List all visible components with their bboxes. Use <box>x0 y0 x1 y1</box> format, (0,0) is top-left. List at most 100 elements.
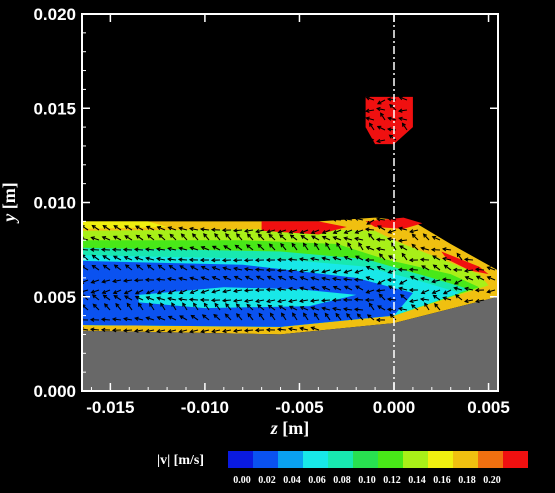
velocity-arrow-head <box>113 225 118 230</box>
velocity-arrow-head <box>353 307 359 312</box>
velocity-arrow-head <box>211 266 217 271</box>
velocity-arrow <box>388 217 397 221</box>
velocity-arrow-head <box>343 236 348 241</box>
velocity-arrow-head <box>178 329 183 334</box>
velocity-arrow <box>168 247 177 251</box>
velocity-arrow <box>411 233 419 241</box>
velocity-arrow-head <box>179 265 184 270</box>
velocity-arrow <box>103 294 111 301</box>
velocity-arrow-head <box>321 269 326 274</box>
velocity-arrow <box>344 256 353 261</box>
velocity-arrow-head <box>453 286 458 291</box>
velocity-arrow <box>236 233 243 241</box>
velocity-arrow <box>399 279 408 285</box>
velocity-arrow-head <box>101 289 107 294</box>
velocity-arrow-head <box>364 227 370 232</box>
velocity-arrow <box>245 229 254 232</box>
velocity-arrow-head <box>200 329 205 334</box>
velocity-arrow-head <box>388 255 393 260</box>
velocity-arrow <box>267 229 276 233</box>
colorbar-swatch <box>303 451 328 468</box>
velocity-arrow <box>277 328 287 331</box>
velocity-arrow <box>193 302 199 311</box>
colorbar-tick-label: 0.06 <box>308 475 326 486</box>
velocity-arrow-head <box>90 279 95 284</box>
colorbar-swatch <box>503 451 528 468</box>
velocity-arrow <box>256 275 265 281</box>
colorbar-swatch <box>478 451 503 468</box>
velocity-arrow-head <box>222 275 228 280</box>
velocity-arrow-head <box>188 297 194 302</box>
velocity-arrow <box>178 258 188 261</box>
velocity-arrow-head <box>279 234 284 239</box>
velocity-arrow <box>257 244 265 251</box>
y-tick-label: 0.015 <box>33 99 76 118</box>
velocity-arrow-head <box>353 277 359 282</box>
velocity-arrow-head <box>378 293 383 298</box>
velocity-arrow <box>366 266 375 271</box>
velocity-arrow <box>257 304 265 311</box>
velocity-arrow <box>443 297 452 301</box>
velocity-arrow-head <box>102 255 107 260</box>
velocity-arrow <box>156 278 166 281</box>
velocity-arrow-head <box>408 287 414 293</box>
velocity-arrow <box>423 233 430 241</box>
velocity-arrow <box>344 269 353 274</box>
velocity-arrow <box>201 329 210 333</box>
velocity-arrow <box>190 246 199 251</box>
velocity-arrow-head <box>156 329 161 334</box>
velocity-arrow-head <box>111 317 117 322</box>
velocity-arrow <box>92 225 100 231</box>
velocity-arrow-head <box>180 233 186 238</box>
time-annotation: t c = 0.0000 [s] <box>108 59 209 82</box>
velocity-arrow <box>135 225 144 231</box>
velocity-arrow-head <box>289 234 295 239</box>
velocity-arrow-head <box>410 304 416 309</box>
velocity-arrow <box>333 229 342 234</box>
velocity-arrow <box>333 269 342 273</box>
velocity-arrow <box>377 139 386 143</box>
velocity-arrow <box>367 314 375 321</box>
velocity-arrow-head <box>300 235 305 239</box>
velocity-arrow <box>123 279 133 282</box>
velocity-arrow-head <box>421 265 426 270</box>
velocity-arrow <box>355 217 364 221</box>
velocity-arrow-head <box>167 290 173 295</box>
velocity-arrow <box>378 293 386 301</box>
velocity-arrow-head <box>182 302 187 307</box>
velocity-arrow-head <box>124 295 129 300</box>
velocity-arrow <box>400 294 408 301</box>
velocity-arrow <box>333 286 342 291</box>
velocity-arrow-head <box>420 290 426 295</box>
velocity-arrow <box>398 109 408 112</box>
velocity-arrow-head <box>115 302 120 308</box>
velocity-arrow-head <box>331 298 337 303</box>
velocity-arrow-head <box>193 302 197 307</box>
velocity-arrow-head <box>123 290 129 295</box>
velocity-arrow-head <box>155 247 161 252</box>
velocity-arrow-head <box>232 328 238 333</box>
velocity-arrow <box>311 269 320 273</box>
velocity-arrow <box>454 287 463 291</box>
velocity-arrow-head <box>256 304 262 309</box>
velocity-arrow-head <box>221 298 227 303</box>
velocity-arrow-head <box>91 294 97 299</box>
velocity-arrow-head <box>343 285 349 290</box>
velocity-arrow <box>389 134 397 141</box>
velocity-arrow <box>433 294 441 301</box>
velocity-arrow-head <box>211 276 217 281</box>
velocity-arrow <box>126 303 133 311</box>
velocity-arrow <box>223 289 232 293</box>
colorbar-swatch <box>428 451 453 468</box>
velocity-arrow-head <box>167 329 172 334</box>
velocity-arrow <box>377 218 386 221</box>
colorbar-tick-label: 0.02 <box>258 475 276 486</box>
velocity-arrow-head <box>177 297 183 302</box>
velocity-arrow-head <box>486 266 492 271</box>
velocity-arrow-head <box>375 217 381 222</box>
velocity-arrow-head <box>167 296 172 302</box>
velocity-arrow <box>124 289 133 294</box>
velocity-arrow-head <box>432 294 437 299</box>
velocity-arrow <box>325 242 331 251</box>
velocity-arrow <box>399 307 408 311</box>
